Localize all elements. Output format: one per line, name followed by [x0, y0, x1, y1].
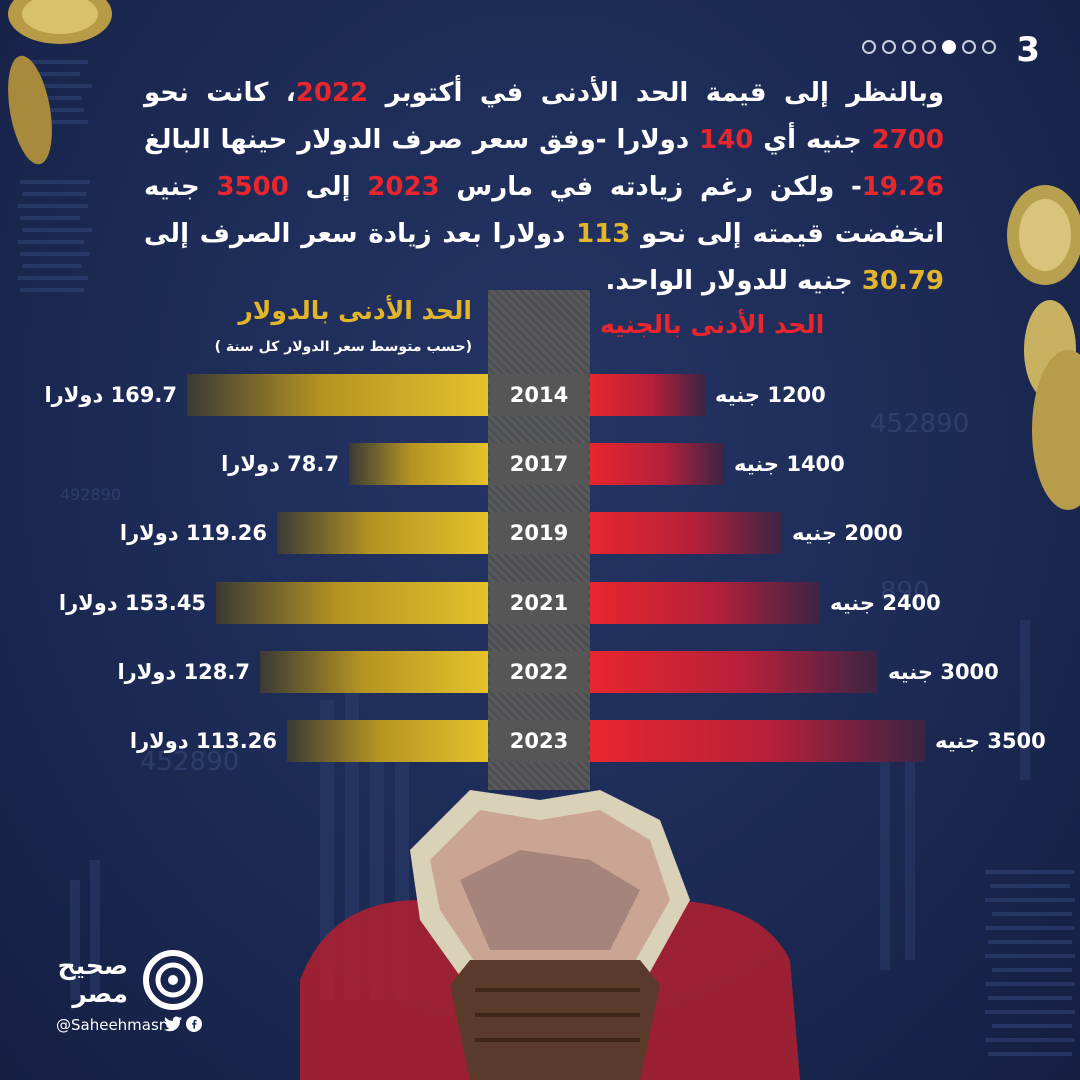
- intro-line-2: أي 140 دولارا -وفق سعر صرف الدولار حينها…: [144, 125, 945, 202]
- usd-series-note: (حسب متوسط سعر الدولار كل سنة ): [214, 339, 472, 355]
- egp-bar: [590, 374, 705, 416]
- egp-value-label: 2000 جنيه: [792, 521, 903, 545]
- egp-series-header: الحد الأدنى بالجنيه: [600, 310, 825, 339]
- usd-value-label: 153.45 دولارا: [58, 591, 206, 615]
- usd-bar: [187, 374, 488, 416]
- usd-value-label: 169.7 دولارا: [44, 383, 177, 407]
- usd-bar: [260, 651, 488, 693]
- money-hand-illustration: [410, 790, 690, 1080]
- year-label: 2014: [490, 374, 588, 416]
- svg-text:452890: 452890: [870, 409, 969, 439]
- usd-bar: [216, 582, 488, 624]
- page-number: 3: [1016, 30, 1040, 70]
- egp-bar: [590, 443, 724, 485]
- egp-value-label: 3500 جنيه: [935, 729, 1046, 753]
- social-icons: [164, 1016, 202, 1032]
- pagination-dot: [862, 40, 876, 54]
- egp-bar: [590, 582, 820, 624]
- usd-bar: [277, 512, 488, 554]
- facebook-icon[interactable]: [186, 1016, 202, 1032]
- intro-line-4: دولارا بعد زيادة سعر الصرف إلى 30.79 جني…: [144, 219, 944, 296]
- egp-value-label: 3000 جنيه: [888, 660, 999, 684]
- usd-value-label: 113.26 دولارا: [129, 729, 277, 753]
- pagination-dot: [982, 40, 996, 54]
- egp-bar: [590, 512, 782, 554]
- pagination-dot: [942, 40, 956, 54]
- usd-value-label: 78.7 دولارا: [221, 452, 339, 476]
- egp-value-label: 2400 جنيه: [830, 591, 941, 615]
- pagination-dot: [922, 40, 936, 54]
- twitter-icon[interactable]: [164, 1016, 182, 1032]
- egp-bar: [590, 720, 925, 762]
- intro-paragraph: وبالنظر إلى قيمة الحد الأدنى في أكتوبر 2…: [144, 70, 944, 305]
- brand-name: صحيح مصر: [57, 951, 128, 1008]
- intro-line-1: وبالنظر إلى قيمة الحد الأدنى في أكتوبر 2…: [144, 78, 944, 155]
- year-label: 2022: [490, 651, 588, 693]
- map-shape: [300, 880, 800, 1080]
- pagination-dots: [862, 40, 996, 54]
- year-label: 2017: [490, 443, 588, 485]
- egp-bar: [590, 651, 878, 693]
- pagination-dot: [882, 40, 896, 54]
- social-handle[interactable]: @Saheehmasr: [56, 1016, 165, 1034]
- usd-bar: [349, 443, 488, 485]
- egp-value-label: 1200 جنيه: [715, 383, 826, 407]
- pagination-dot: [902, 40, 916, 54]
- brand-logo-icon: [143, 950, 203, 1010]
- year-label: 2019: [490, 512, 588, 554]
- usd-series-header: الحد الأدنى بالدولار: [238, 296, 472, 325]
- usd-value-label: 128.7 دولارا: [117, 660, 250, 684]
- svg-text:492890: 492890: [60, 485, 121, 504]
- intro-line-3: زيادته في مارس 2023 إلى 3500 جنيه انخفضت…: [144, 172, 944, 249]
- usd-value-label: 119.26 دولارا: [119, 521, 267, 545]
- year-label: 2021: [490, 582, 588, 624]
- usd-bar: [287, 720, 488, 762]
- egp-value-label: 1400 جنيه: [734, 452, 845, 476]
- year-label: 2023: [490, 720, 588, 762]
- pagination-dot: [962, 40, 976, 54]
